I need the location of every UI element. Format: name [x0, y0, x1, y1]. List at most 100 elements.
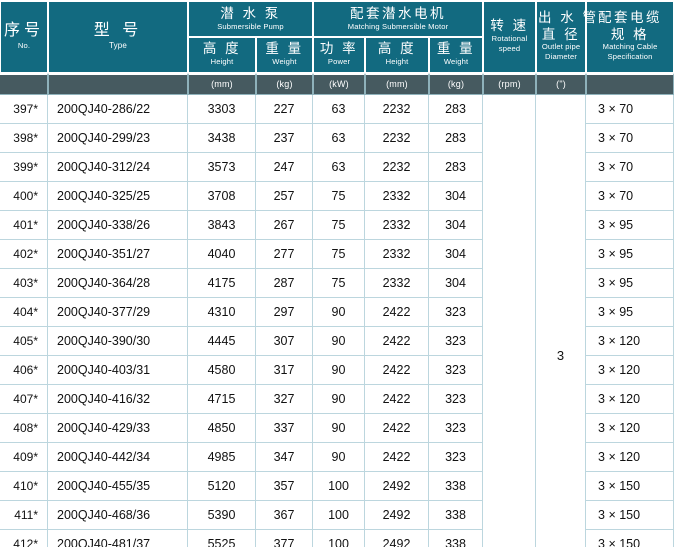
- table-row[interactable]: 405* 200QJ40-390/30 4445 307 90 2422 323 3 × 12…: [0, 326, 674, 356]
- table-row[interactable]: 409* 200QJ40-442/34 4985 347 90 2422 323 3 × 12…: [0, 442, 674, 472]
- cell-motor-power: 75: [313, 239, 365, 269]
- cell-pump-height: 3573: [188, 152, 256, 182]
- cell-pump-height: 5390: [188, 500, 256, 530]
- table-row[interactable]: 408* 200QJ40-429/33 4850 337 90 2422 323 3 × 12…: [0, 413, 674, 443]
- header-sub-motor-power-en: Power: [327, 57, 351, 67]
- header-sub-motor-weight-en: Weight: [443, 57, 469, 67]
- cell-motor-power: 75: [313, 210, 365, 240]
- cell-motor-height: 2422: [365, 384, 429, 414]
- cell-motor-weight: 283: [429, 123, 484, 153]
- table-row[interactable]: 412* 200QJ40-481/37 5525 377 100 2492 338 3 × 1…: [0, 529, 674, 547]
- table-row[interactable]: 407* 200QJ40-416/32 4715 327 90 2422 323 3 × 12…: [0, 384, 674, 414]
- cell-cable-spec: 3 × 70: [586, 181, 674, 211]
- cell-no: 399*: [0, 152, 48, 182]
- header-col-type: 型 号 Type: [48, 0, 188, 73]
- header-col-type-cn: 型 号: [93, 22, 143, 40]
- cell-type: 200QJ40-286/22: [48, 94, 188, 124]
- cell-motor-weight: 304: [429, 181, 484, 211]
- cell-pump-height: 4310: [188, 297, 256, 327]
- cell-cable-spec: 3 × 150: [586, 529, 674, 547]
- cell-motor-power: 90: [313, 384, 365, 414]
- cell-pump-weight: 257: [256, 181, 313, 211]
- cell-motor-height: 2422: [365, 297, 429, 327]
- header-sub-motor-weight: 重 量 Weight: [429, 36, 484, 73]
- header-col-no-en: No.: [17, 40, 31, 50]
- cell-cable-spec: 3 × 70: [586, 123, 674, 153]
- cell-cable-spec: 3 × 120: [586, 326, 674, 356]
- cell-motor-height: 2232: [365, 94, 429, 124]
- header-group-motor: 配套潜水电机 Matching Submersible Motor: [313, 0, 484, 37]
- cell-cable-spec: 3 × 150: [586, 500, 674, 530]
- table-row[interactable]: 397*200QJ40-286/223303227632232283285033…: [0, 94, 674, 547]
- cell-pump-height: 5525: [188, 529, 256, 547]
- unit-motor-height: (mm): [365, 72, 429, 95]
- cell-motor-power: 100: [313, 529, 365, 547]
- cell-motor-power: 90: [313, 413, 365, 443]
- cell-motor-height: 2492: [365, 500, 429, 530]
- cell-type: 200QJ40-468/36: [48, 500, 188, 530]
- cell-pump-weight: 307: [256, 326, 313, 356]
- table-row[interactable]: 411* 200QJ40-468/36 5390 367 100 2492 338 3 × 1…: [0, 500, 674, 530]
- unit-type: [48, 72, 188, 95]
- header-group-pump-en: Submersible Pump: [217, 22, 284, 32]
- header-group-motor-cn: 配套潜水电机: [350, 6, 447, 21]
- cell-motor-weight: 338: [429, 500, 484, 530]
- cell-pump-height: 3843: [188, 210, 256, 240]
- cell-pump-weight: 327: [256, 384, 313, 414]
- cell-pump-weight: 247: [256, 152, 313, 182]
- table-row[interactable]: 404* 200QJ40-377/29 4310 297 90 2422 323 3 × 95: [0, 297, 674, 327]
- cell-rotational-speed-merged: 2850: [483, 94, 537, 547]
- cell-pump-weight: 357: [256, 471, 313, 501]
- cell-motor-height: 2232: [365, 152, 429, 182]
- header-col-speed-en1: Rotational: [491, 33, 528, 43]
- header-sub-motor-power-cn: 功 率: [319, 40, 359, 56]
- table-row[interactable]: 403* 200QJ40-364/28 4175 287 75 2332 304 3 × 95: [0, 268, 674, 298]
- cell-type: 200QJ40-455/35: [48, 471, 188, 501]
- cell-pump-weight: 337: [256, 413, 313, 443]
- cell-pump-height: 4715: [188, 384, 256, 414]
- header-sub-pump-height: 高 度 Height: [188, 36, 256, 73]
- cell-motor-height: 2232: [365, 123, 429, 153]
- cell-pump-height: 4580: [188, 355, 256, 385]
- cell-pump-weight: 297: [256, 297, 313, 327]
- header-sub-pump-weight: 重 量 Weight: [256, 36, 313, 73]
- header-col-no: 序号 No.: [0, 0, 48, 73]
- cell-no: 402*: [0, 239, 48, 269]
- cell-cable-spec: 3 × 150: [586, 471, 674, 501]
- cell-motor-weight: 323: [429, 326, 484, 356]
- header-col-cable-spec: 配套电缆 规 格 Matching Cable Specification: [586, 0, 674, 73]
- cell-no: 403*: [0, 268, 48, 298]
- cell-motor-weight: 323: [429, 442, 484, 472]
- cell-pump-weight: 277: [256, 239, 313, 269]
- table-row[interactable]: 401* 200QJ40-338/26 3843 267 75 2332 304 3 × 95: [0, 210, 674, 240]
- table-row[interactable]: 400* 200QJ40-325/25 3708 257 75 2332 304 3 × 70: [0, 181, 674, 211]
- cell-cable-spec: 3 × 95: [586, 297, 674, 327]
- header-row-subcolumns: 高 度 Height 重 量 Weight 功 率 Power 高 度 Heig…: [0, 36, 674, 73]
- units-row: (mm) (kg) (kW) (mm) (kg) (rpm) (") (mm): [0, 72, 674, 95]
- cell-pump-height: 4445: [188, 326, 256, 356]
- cell-no: 412*: [0, 529, 48, 547]
- table-row[interactable]: 402* 200QJ40-351/27 4040 277 75 2332 304 3 × 95: [0, 239, 674, 269]
- table-row[interactable]: 410* 200QJ40-455/35 5120 357 100 2492 338 3 × 1…: [0, 471, 674, 501]
- cell-pump-weight: 267: [256, 210, 313, 240]
- header-sub-pump-weight-cn: 重 量: [265, 40, 304, 56]
- header-sub-motor-power: 功 率 Power: [313, 36, 365, 73]
- cell-no: 397*: [0, 94, 48, 124]
- cell-motor-height: 2492: [365, 529, 429, 547]
- header-col-no-cn: 序号: [3, 22, 44, 40]
- cell-cable-spec: 3 × 120: [586, 355, 674, 385]
- cell-motor-height: 2332: [365, 239, 429, 269]
- table-row[interactable]: 398* 200QJ40-299/23 3438 237 63 2232 283 3 × 70: [0, 123, 674, 153]
- cell-motor-power: 90: [313, 297, 365, 327]
- header-col-outlet-diameter: 出 水 管 直 径 Outlet pipe Diameter: [536, 0, 596, 73]
- cell-motor-weight: 304: [429, 210, 484, 240]
- table-row[interactable]: 406* 200QJ40-403/31 4580 317 90 2422 323 3 × 12…: [0, 355, 674, 385]
- cell-pump-height: 5120: [188, 471, 256, 501]
- cell-type: 200QJ40-429/33: [48, 413, 188, 443]
- header-col-type-en: Type: [109, 40, 127, 50]
- cell-motor-weight: 304: [429, 239, 484, 269]
- table-row[interactable]: 399* 200QJ40-312/24 3573 247 63 2232 283 3 × 70: [0, 152, 674, 182]
- cell-motor-height: 2332: [365, 268, 429, 298]
- header-sub-motor-height-cn: 高 度: [377, 40, 417, 56]
- cell-motor-weight: 323: [429, 413, 484, 443]
